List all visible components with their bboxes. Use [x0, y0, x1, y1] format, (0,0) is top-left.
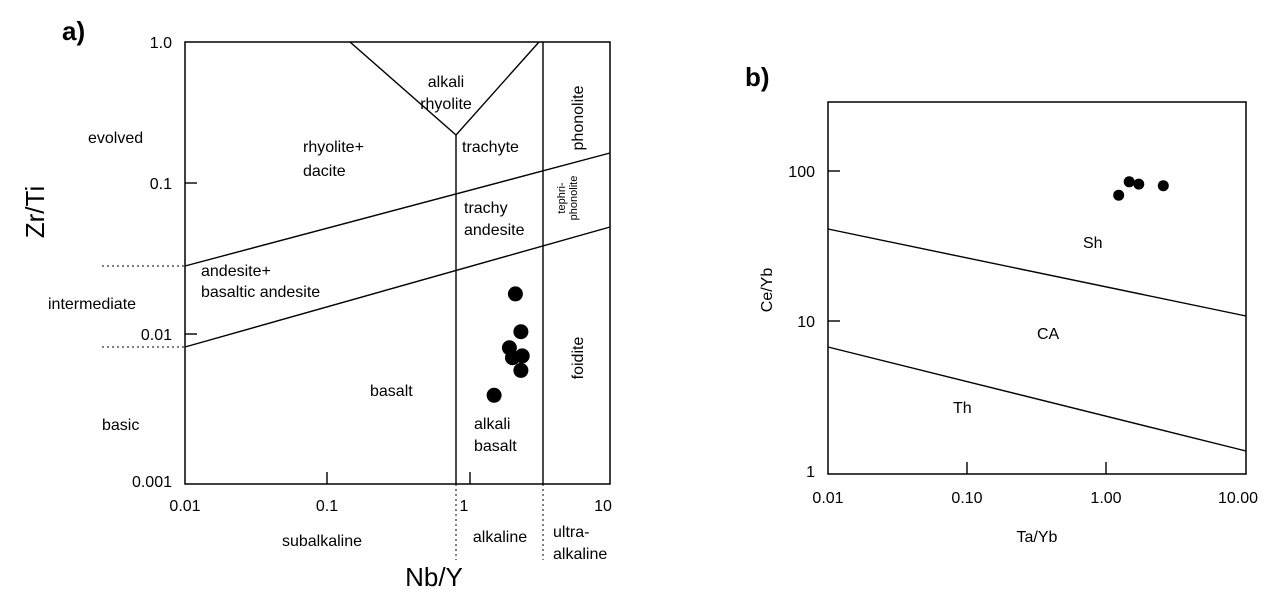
- y-axis-title: Ce/Yb: [759, 268, 776, 313]
- y-tick-label: 100: [788, 164, 815, 181]
- side-label: intermediate: [48, 296, 136, 313]
- panel-a-boundaries: [184, 41, 611, 484]
- evolved-intermediate-boundary: [184, 152, 611, 267]
- region-label: subalkaline: [282, 533, 362, 550]
- data-point: [507, 286, 523, 302]
- panel-a-label: a): [62, 16, 85, 46]
- x-tick-label: 0.01: [169, 498, 200, 515]
- field-label: CA: [1037, 326, 1060, 343]
- y-tick-label: 1: [806, 464, 815, 481]
- y-tick-label: 0.1: [150, 176, 172, 193]
- region-label: ultra-alkaline: [553, 524, 607, 563]
- panel-b-points: [1113, 176, 1169, 201]
- panel-a: a) 1.0 0.1 0.01 0.001: [20, 16, 612, 590]
- panel-b-frame: [827, 101, 1247, 475]
- field-label: andesite+ basaltic andesite: [201, 263, 320, 301]
- x-tick-label: 1.00: [1090, 490, 1121, 507]
- x-tick-label: 0.1: [316, 498, 338, 515]
- x-tick-label: 0.10: [951, 490, 982, 507]
- data-point: [1113, 189, 1125, 201]
- panel-a-points: [486, 286, 530, 403]
- ca-th-boundary: [827, 346, 1247, 452]
- panel-b-boundaries: [827, 228, 1247, 452]
- y-tick-label: 0.001: [132, 474, 172, 491]
- field-label: trachyte: [462, 139, 519, 156]
- x-axis-title: Ta/Yb: [1017, 529, 1058, 546]
- field-label: trachy andesite: [464, 200, 525, 239]
- region-label: alkaline: [473, 529, 527, 546]
- data-point: [1133, 178, 1145, 190]
- field-label: Sh: [1083, 235, 1103, 252]
- x-tick-label: 0.01: [812, 490, 843, 507]
- x-tick-label: 10: [594, 498, 612, 515]
- field-label: alkali basalt: [474, 416, 517, 455]
- field-label: tephri-phonolite: [556, 176, 580, 221]
- x-tick-label: 1: [460, 498, 469, 515]
- side-label: basic: [102, 417, 139, 434]
- y-axis-title: Zr/Ti: [20, 186, 50, 238]
- field-label: rhyolite+ dacite: [303, 139, 364, 180]
- side-label: evolved: [88, 130, 143, 147]
- panel-b-label: b): [745, 62, 770, 92]
- data-point: [513, 362, 529, 378]
- x-tick-label: 10.00: [1218, 490, 1258, 507]
- field-label: foidite: [570, 337, 587, 380]
- data-point: [486, 387, 502, 403]
- alkali-rhyolite-right-boundary: [455, 41, 540, 136]
- data-point: [514, 348, 530, 364]
- field-label: basalt: [370, 383, 413, 400]
- data-point: [1157, 180, 1169, 192]
- field-label: alkali rhyolite: [420, 74, 472, 113]
- panel-a-frame: [184, 41, 611, 485]
- y-tick-label: 0.01: [141, 327, 172, 344]
- x-axis-title: Nb/Y: [405, 562, 463, 590]
- intermediate-basic-boundary: [184, 226, 611, 348]
- panel-a-dotted-guides: [102, 265, 544, 560]
- data-point: [1123, 176, 1135, 188]
- field-label: Th: [953, 400, 972, 417]
- panel-b: b) 100 10 1 0.01 0.10 1.00 10.00 Ta/Yb C…: [745, 62, 1258, 546]
- panel-b-ticks: [828, 170, 1107, 474]
- y-tick-label: 10: [797, 314, 815, 331]
- y-tick-label: 1.0: [150, 35, 172, 52]
- field-label: phonolite: [570, 85, 587, 150]
- panel-a-ticks: [185, 182, 471, 484]
- data-point: [513, 324, 529, 340]
- sh-ca-boundary: [827, 228, 1247, 317]
- alkali-rhyolite-left-boundary: [349, 41, 457, 136]
